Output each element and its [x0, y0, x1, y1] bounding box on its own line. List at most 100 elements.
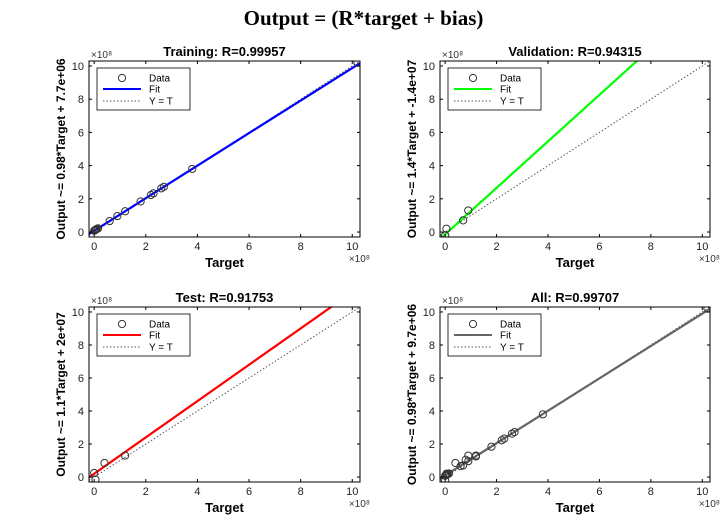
- chart-title: All: R=0.99707: [531, 290, 620, 305]
- y-tick-label: 4: [429, 161, 435, 173]
- fit-line: [89, 62, 360, 235]
- y-axis-label: Output ~= 1.1*Target + 2e+07: [54, 312, 68, 477]
- x-tick-label: 4: [545, 241, 551, 253]
- identity-line: [89, 307, 360, 481]
- x-axis-label: Target: [556, 500, 595, 515]
- y-tick-label: 8: [78, 340, 84, 352]
- y-tick-label: 10: [72, 61, 84, 73]
- x-exponent-label: ×10⁸: [349, 499, 370, 510]
- x-tick-label: 6: [596, 486, 602, 498]
- data-point: [188, 164, 197, 174]
- y-exponent-label: ×10⁸: [91, 50, 112, 61]
- y-axis-label: Output ~= 1.4*Target + -1.4e+07: [405, 59, 419, 238]
- x-axis-label: Target: [205, 500, 244, 515]
- legend-marker-data: [468, 319, 478, 329]
- data-point: [442, 224, 451, 233]
- y-tick-label: 4: [429, 406, 435, 418]
- x-tick-label: 6: [246, 486, 252, 498]
- x-axis-label: Target: [556, 255, 595, 270]
- legend-entry: Y = T: [500, 343, 524, 354]
- y-tick-label: 6: [429, 127, 435, 139]
- data-point: [444, 469, 454, 478]
- data-point: [149, 189, 158, 198]
- chart-title: Training: R=0.99957: [163, 44, 285, 59]
- data-point: [113, 211, 122, 221]
- data-point: [459, 216, 468, 225]
- x-tick-label: 10: [696, 486, 708, 498]
- x-tick-label: 0: [91, 241, 97, 253]
- x-axis-label: Target: [205, 255, 244, 270]
- fit-line: [440, 61, 639, 237]
- legend-entry: Fit: [500, 331, 511, 342]
- x-tick-label: 4: [194, 486, 200, 498]
- y-exponent-label: ×10⁸: [91, 296, 112, 307]
- x-tick-label: 10: [346, 486, 358, 498]
- data-point: [146, 190, 156, 200]
- y-tick-label: 2: [78, 439, 84, 451]
- x-tick-label: 0: [442, 241, 448, 253]
- y-tick-label: 0: [78, 227, 84, 239]
- x-exponent-label: ×10⁸: [349, 254, 370, 265]
- x-tick-label: 8: [648, 241, 654, 253]
- data-point: [500, 434, 509, 443]
- y-exponent-label: ×10⁸: [442, 296, 463, 307]
- data-point: [464, 451, 473, 460]
- data-point: [471, 451, 481, 460]
- data-point: [121, 451, 130, 460]
- y-tick-label: 0: [78, 472, 84, 484]
- data-point: [538, 410, 547, 419]
- data-point: [510, 428, 519, 437]
- legend-entry: Fit: [149, 85, 160, 96]
- x-tick-label: 4: [194, 241, 200, 253]
- y-tick-label: 2: [429, 194, 435, 206]
- fit-line: [89, 307, 334, 479]
- legend-entry: Data: [149, 74, 171, 85]
- x-tick-label: 6: [596, 241, 602, 253]
- identity-line: [440, 61, 710, 236]
- x-tick-label: 4: [545, 486, 551, 498]
- y-exponent-label: ×10⁸: [442, 50, 463, 61]
- y-tick-label: 2: [429, 439, 435, 451]
- data-point: [93, 224, 103, 233]
- data-point: [121, 207, 130, 216]
- axes-box: [439, 60, 711, 238]
- data-point: [159, 182, 168, 191]
- y-axis-label: Output ~= 0.98*Target + 7.7e+06: [54, 58, 68, 240]
- legend-marker-data: [468, 73, 478, 83]
- legend-entry: Y = T: [149, 343, 173, 354]
- legend-marker-data: [117, 319, 127, 329]
- legend-entry: Fit: [500, 85, 511, 96]
- chart-title: Test: R=0.91753: [176, 290, 274, 305]
- data-point: [105, 216, 114, 226]
- x-tick-label: 8: [298, 241, 304, 253]
- x-tick-label: 8: [648, 486, 654, 498]
- figure-title: Output = (R*target + bias): [243, 6, 484, 30]
- y-tick-label: 10: [423, 307, 435, 319]
- y-tick-label: 4: [78, 406, 84, 418]
- legend-entry: Data: [500, 320, 522, 331]
- x-tick-label: 10: [696, 241, 708, 253]
- x-tick-label: 8: [298, 486, 304, 498]
- legend-marker-data: [117, 73, 127, 83]
- x-exponent-label: ×10⁸: [699, 499, 720, 510]
- legend-entry: Y = T: [149, 97, 173, 108]
- y-tick-label: 6: [78, 127, 84, 139]
- x-tick-label: 0: [91, 486, 97, 498]
- y-axis-label: Output ~= 0.98*Target + 9.7e+06: [405, 304, 419, 486]
- y-tick-label: 8: [78, 94, 84, 106]
- x-tick-label: 2: [494, 241, 500, 253]
- axes-box: [88, 60, 361, 238]
- y-tick-label: 6: [78, 373, 84, 385]
- y-tick-label: 6: [429, 373, 435, 385]
- y-tick-label: 10: [423, 61, 435, 73]
- chart-title: Validation: R=0.94315: [508, 44, 641, 59]
